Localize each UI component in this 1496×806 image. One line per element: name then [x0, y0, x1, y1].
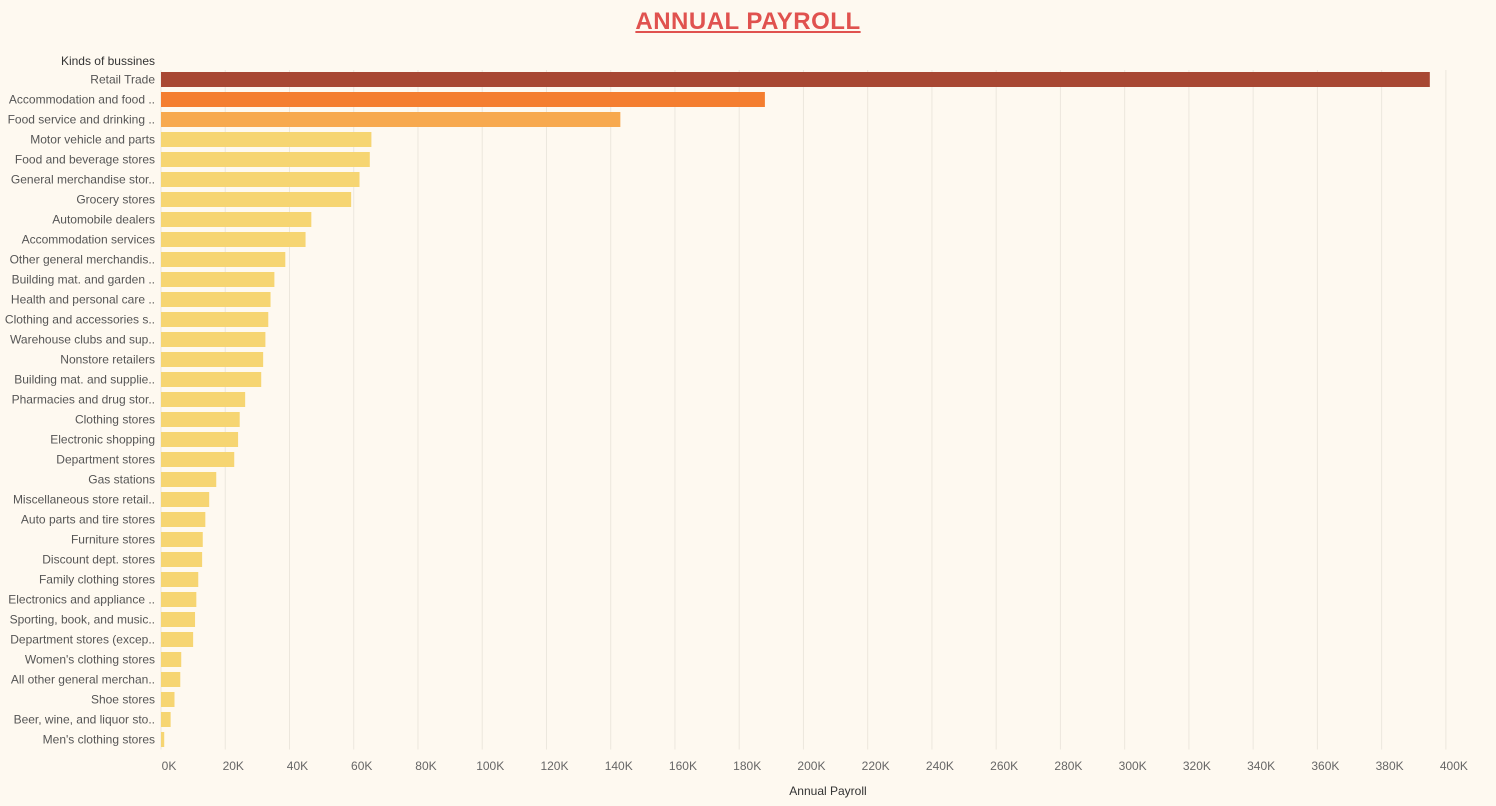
bar[interactable] [161, 592, 197, 607]
bar[interactable] [161, 452, 235, 467]
bar[interactable] [161, 92, 765, 107]
chart-title: ANNUAL PAYROLL [635, 8, 861, 35]
bar[interactable] [161, 292, 271, 307]
bar[interactable] [161, 152, 370, 167]
x-tick-label: 260K [990, 759, 1018, 773]
bar[interactable] [161, 412, 240, 427]
bar[interactable] [161, 532, 203, 547]
bar[interactable] [161, 672, 181, 687]
x-tick-label: 120K [540, 759, 568, 773]
bar[interactable] [161, 332, 266, 347]
category-label: Clothing and accessories s.. [5, 313, 155, 327]
category-label: Retail Trade [90, 73, 155, 87]
bar[interactable] [161, 432, 239, 447]
x-tick-label: 60K [351, 759, 372, 773]
category-axis-header: Kinds of bussines [61, 54, 155, 68]
bar[interactable] [161, 512, 206, 527]
x-axis-ticks: 0K 20K 40K 60K 80K 100K 120K 140K 160K 180K 200K 22… [162, 759, 1468, 773]
bar[interactable] [161, 72, 1430, 87]
category-label: Furniture stores [71, 533, 155, 547]
bar[interactable] [161, 732, 165, 747]
bar[interactable] [161, 392, 246, 407]
category-label: Discount dept. stores [42, 553, 155, 567]
category-label: Miscellaneous store retail.. [13, 493, 155, 507]
category-labels: Retail Trade Accommodation and food .. Foo… [5, 73, 155, 747]
x-tick-label: 140K [605, 759, 633, 773]
category-label: Family clothing stores [39, 573, 155, 587]
category-label: Sporting, book, and music.. [10, 613, 155, 627]
category-label: Accommodation services [22, 233, 155, 247]
bar[interactable] [161, 652, 182, 667]
gridlines [160, 70, 1447, 750]
x-tick-label: 240K [926, 759, 954, 773]
bar[interactable] [161, 212, 312, 227]
category-label: Clothing stores [75, 413, 155, 427]
bar[interactable] [161, 112, 621, 127]
bar[interactable] [161, 192, 352, 207]
x-tick-label: 0K [162, 759, 177, 773]
bar[interactable] [161, 172, 360, 187]
x-tick-label: 80K [415, 759, 436, 773]
category-label: Beer, wine, and liquor sto.. [14, 713, 155, 727]
x-tick-label: 20K [223, 759, 244, 773]
bar[interactable] [161, 572, 199, 587]
x-axis-title: Annual Payroll [789, 784, 866, 798]
category-label: Gas stations [88, 473, 155, 487]
x-tick-label: 160K [669, 759, 697, 773]
category-label: Building mat. and supplie.. [14, 373, 155, 387]
category-label: Motor vehicle and parts [30, 133, 155, 147]
category-label: All other general merchan.. [11, 673, 155, 687]
bar[interactable] [161, 352, 264, 367]
bar[interactable] [161, 712, 171, 727]
category-label: Other general merchandis.. [10, 253, 155, 267]
x-tick-label: 380K [1376, 759, 1404, 773]
category-label: Food and beverage stores [15, 153, 155, 167]
x-tick-label: 300K [1119, 759, 1147, 773]
category-label: Women's clothing stores [25, 653, 155, 667]
category-label: Electronic shopping [50, 433, 155, 447]
bar[interactable] [161, 492, 210, 507]
bar[interactable] [161, 372, 262, 387]
x-tick-label: 180K [733, 759, 761, 773]
category-label: Warehouse clubs and sup.. [10, 333, 155, 347]
bar[interactable] [161, 232, 306, 247]
x-tick-label: 320K [1183, 759, 1211, 773]
category-label: Accommodation and food .. [9, 93, 155, 107]
bar[interactable] [161, 472, 217, 487]
category-label: Food service and drinking .. [8, 113, 155, 127]
x-tick-label: 100K [476, 759, 504, 773]
x-tick-label: 200K [797, 759, 825, 773]
category-label: Department stores [56, 453, 155, 467]
bar[interactable] [161, 132, 372, 147]
x-tick-label: 220K [862, 759, 890, 773]
bar[interactable] [161, 312, 269, 327]
bar[interactable] [161, 272, 275, 287]
category-label: Health and personal care .. [11, 293, 155, 307]
bars [161, 72, 1430, 747]
category-label: Auto parts and tire stores [21, 513, 155, 527]
category-label: General merchandise stor.. [11, 173, 155, 187]
bar[interactable] [161, 692, 175, 707]
category-label: Electronics and appliance .. [8, 593, 155, 607]
x-tick-label: 360K [1311, 759, 1339, 773]
bar[interactable] [161, 252, 286, 267]
x-tick-label: 40K [287, 759, 308, 773]
x-tick-label: 340K [1247, 759, 1275, 773]
category-label: Nonstore retailers [60, 353, 155, 367]
category-label: Automobile dealers [52, 213, 155, 227]
bar[interactable] [161, 612, 196, 627]
x-tick-label: 280K [1054, 759, 1082, 773]
category-label: Men's clothing stores [43, 733, 155, 747]
category-label: Building mat. and garden .. [12, 273, 155, 287]
category-label: Pharmacies and drug stor.. [12, 393, 155, 407]
bar[interactable] [161, 632, 194, 647]
bar[interactable] [161, 552, 203, 567]
category-label: Shoe stores [91, 693, 155, 707]
x-tick-label: 400K [1440, 759, 1468, 773]
category-label: Department stores (excep.. [10, 633, 155, 647]
category-label: Grocery stores [76, 193, 155, 207]
